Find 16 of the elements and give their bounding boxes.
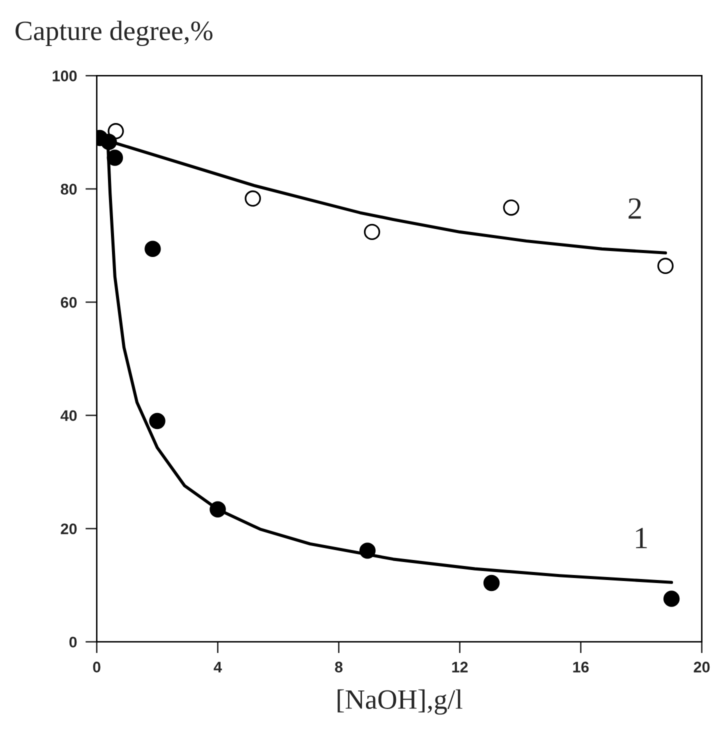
y-tick-label: 20 — [60, 523, 77, 534]
annotation: 1 — [636, 528, 647, 548]
x-tick-label: 20 — [694, 662, 710, 672]
x-tick-label: 4 — [214, 662, 222, 672]
x-axis-title: [NaOH],g/l — [338, 689, 462, 715]
x-tick-label: 8 — [335, 662, 343, 672]
x-tick-label: 12 — [452, 662, 468, 672]
y-axis-title: Capture degree,% — [16, 20, 212, 46]
annotation: 2 — [628, 198, 641, 219]
x-tick-label: 0 — [93, 662, 100, 672]
y-tick-label: 40 — [60, 410, 77, 422]
y-tick-label: 100 — [52, 70, 77, 82]
y-tick-label: 60 — [60, 297, 77, 308]
y-tick-label: 0 — [69, 636, 77, 648]
y-tick-label: 80 — [60, 184, 77, 195]
x-tick-label: 16 — [573, 662, 589, 672]
